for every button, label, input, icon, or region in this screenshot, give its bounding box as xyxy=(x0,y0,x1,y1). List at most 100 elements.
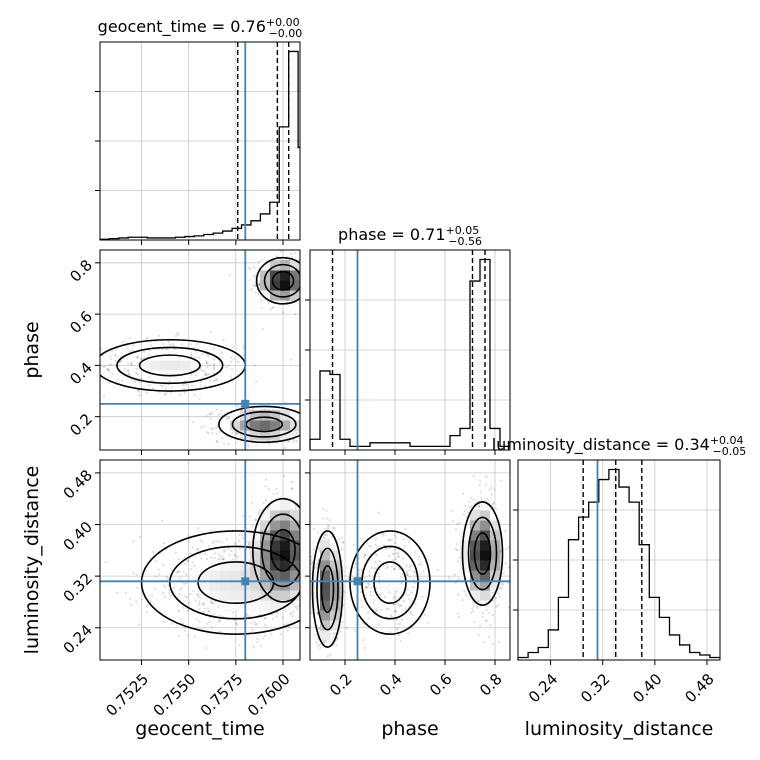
density-cell xyxy=(380,570,391,581)
sample-point xyxy=(128,337,132,340)
sample-point xyxy=(186,634,190,637)
sample-point xyxy=(375,553,378,557)
sample-point xyxy=(385,547,388,551)
sample-point xyxy=(307,289,309,291)
sample-point xyxy=(301,575,303,577)
sample-point xyxy=(114,354,117,357)
density-cell xyxy=(330,550,341,561)
density-cell xyxy=(250,570,261,581)
sample-point xyxy=(420,595,424,598)
sample-point xyxy=(263,616,267,620)
sample-point xyxy=(295,440,298,443)
sample-point xyxy=(218,552,221,556)
density-cell xyxy=(320,610,331,621)
density-cell xyxy=(230,570,241,581)
sample-point xyxy=(104,560,107,564)
sample-point xyxy=(212,366,216,369)
sample-point xyxy=(382,544,386,547)
sample-point xyxy=(306,516,308,518)
sample-point xyxy=(135,356,138,360)
sample-point xyxy=(100,347,103,351)
sample-point xyxy=(306,539,308,541)
sample-point xyxy=(166,577,170,581)
sample-point xyxy=(501,583,505,586)
sample-point xyxy=(456,612,460,615)
sample-point xyxy=(92,626,94,628)
sample-point xyxy=(472,609,475,613)
sample-point xyxy=(490,486,493,489)
sample-point xyxy=(399,639,402,643)
sample-point xyxy=(251,524,254,528)
sample-point xyxy=(204,374,207,377)
sample-point xyxy=(374,561,377,564)
sample-point xyxy=(227,417,230,420)
sample-point xyxy=(297,430,300,433)
sample-point xyxy=(200,602,204,606)
density-cell xyxy=(330,570,341,581)
sample-point xyxy=(322,535,325,539)
sample-point xyxy=(212,540,215,543)
density-cell xyxy=(490,580,501,591)
sample-point xyxy=(407,541,411,544)
sample-point xyxy=(231,346,234,349)
sample-point xyxy=(215,440,219,443)
sample-point xyxy=(209,417,212,420)
sample-point xyxy=(161,591,165,595)
sample-point xyxy=(166,383,170,387)
sample-point xyxy=(115,355,118,358)
sample-point xyxy=(267,302,270,305)
sample-point xyxy=(286,622,289,626)
sample-point xyxy=(223,550,226,554)
sample-point xyxy=(207,372,211,376)
y-axis-labels: 0.2 0.4 0.6 0.8 0.24 0.32 0.40 0.48 xyxy=(60,256,96,657)
sample-point xyxy=(328,533,330,535)
sample-point xyxy=(406,570,409,573)
sample-point xyxy=(306,277,308,279)
sample-point xyxy=(302,294,304,296)
sample-point xyxy=(306,557,308,559)
sample-point xyxy=(393,541,397,545)
sample-point xyxy=(227,547,231,551)
sample-point xyxy=(188,540,191,543)
density-cell xyxy=(470,570,481,581)
sample-point xyxy=(193,635,196,638)
sample-point xyxy=(320,537,323,541)
sample-point xyxy=(182,570,185,573)
sample-point xyxy=(488,611,491,615)
sample-point xyxy=(135,367,138,371)
sample-point xyxy=(394,602,397,605)
sample-point xyxy=(472,602,475,605)
sample-point xyxy=(220,409,223,413)
sample-point xyxy=(387,538,390,542)
sample-point xyxy=(304,595,306,597)
sample-point xyxy=(108,381,111,385)
sample-point xyxy=(331,671,333,673)
y-tick-label: 0.24 xyxy=(60,621,96,657)
sample-point xyxy=(307,257,309,259)
sample-point xyxy=(325,665,327,667)
sample-point xyxy=(212,372,215,375)
contour-line xyxy=(316,547,339,631)
sample-point xyxy=(304,419,306,421)
sample-point xyxy=(307,502,309,504)
sample-point xyxy=(494,597,498,600)
sample-point xyxy=(167,340,170,344)
sample-point xyxy=(145,337,149,341)
sample-point xyxy=(456,560,460,563)
sample-point xyxy=(472,498,476,502)
density-cell xyxy=(290,270,300,281)
sample-point xyxy=(408,565,411,569)
sample-point xyxy=(293,438,296,442)
sample-point xyxy=(507,606,510,609)
y-tick-label: 0.32 xyxy=(60,569,96,605)
density-cell xyxy=(210,570,221,581)
sample-point xyxy=(456,548,459,552)
sample-point xyxy=(148,353,151,356)
sample-point xyxy=(362,555,366,559)
sample-point xyxy=(350,577,354,581)
x-tick-label: 0.7575 xyxy=(197,670,247,720)
sample-point xyxy=(290,612,294,616)
sample-point xyxy=(390,615,393,619)
sample-point xyxy=(375,609,378,613)
